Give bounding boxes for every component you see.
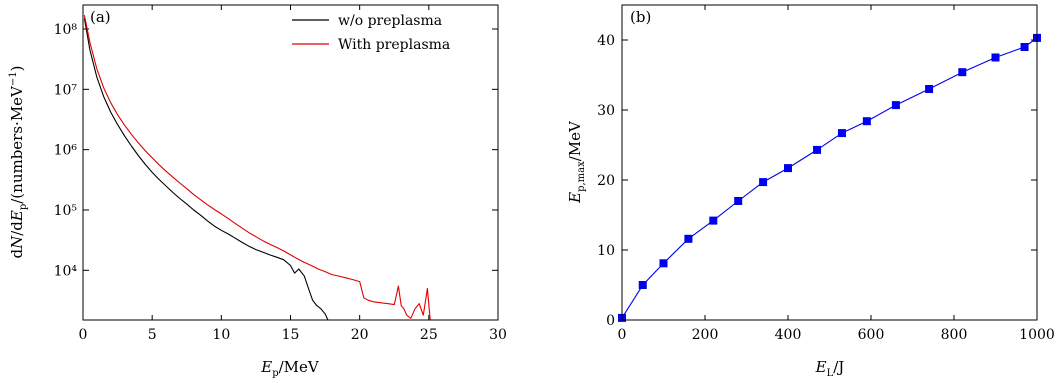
panel-a-y-tick-label: 10⁸ — [54, 22, 78, 38]
panel-a-x-axis-title: Ep/MeV — [260, 358, 320, 379]
panel-a-legend: w/o preplasma With preplasma — [292, 13, 450, 53]
panel-a-x-tick-label: 0 — [79, 327, 88, 343]
panel-b-point — [925, 85, 934, 93]
panel-b-point — [709, 216, 718, 225]
panel-b-point — [784, 164, 792, 173]
panel-b-point — [958, 68, 967, 77]
panel-b-point — [891, 101, 900, 110]
panel-b-max-energy-chart: 0 200 400 600 800 1000 0 10 20 30 40 (b) EL/J Ep,m… — [566, 4, 1055, 379]
panel-a-label: (a) — [90, 8, 111, 26]
panel-b-point — [991, 53, 1000, 62]
panel-b-x-tick-label: 800 — [941, 327, 968, 343]
panel-a-x-tick-label: 30 — [489, 327, 507, 343]
panel-b-x-tick-label: 600 — [858, 327, 885, 343]
panel-b-series — [622, 37, 1037, 319]
panel-a-y-axis-title: dN/dEp/(numbers·MeV−1) — [8, 66, 29, 259]
panel-b-point — [837, 129, 846, 138]
panel-a-series-line-1 — [83, 14, 431, 320]
panel-b-x-axis-title: EL/J — [815, 358, 845, 379]
legend-label-with-preplasma: With preplasma — [338, 37, 450, 53]
panel-b-y-axis-title: Ep,max/MeV — [566, 120, 587, 204]
panel-b-point — [684, 234, 693, 243]
panel-a-x-tick-label: 10 — [212, 327, 230, 343]
panel-b-y-tick-label: 20 — [597, 173, 615, 189]
panel-b-point — [638, 281, 647, 289]
panel-a-y-tick-label: 10⁴ — [54, 263, 78, 279]
panel-a-ticks: 0 5 10 15 20 25 30 10⁴ 10⁵ 10⁶ 10⁷ 10⁸ — [54, 5, 507, 343]
panel-a-y-tick-label: 10⁷ — [54, 82, 78, 98]
panel-b-point — [759, 178, 768, 187]
panel-b-x-tick-label: 400 — [775, 327, 802, 343]
panel-b-y-tick-label: 0 — [606, 313, 615, 329]
panel-a-x-tick-label: 5 — [148, 327, 157, 343]
panel-a-frame — [82, 4, 499, 321]
panel-b-y-tick-label: 40 — [597, 33, 615, 49]
panel-b-point — [734, 197, 743, 205]
panel-a-x-tick-label: 20 — [351, 327, 369, 343]
panel-b-label: (b) — [630, 8, 651, 26]
panel-b-point — [813, 145, 822, 154]
panel-b-point — [659, 259, 668, 268]
panel-b-x-tick-label: 1000 — [1019, 327, 1055, 343]
panel-b-x-tick-label: 200 — [692, 327, 719, 343]
panel-b-frame — [621, 4, 1038, 321]
panel-a-y-tick-label: 10⁶ — [54, 143, 78, 159]
legend-label-wo-preplasma: w/o preplasma — [338, 13, 442, 29]
panel-a-x-tick-label: 15 — [282, 327, 300, 343]
panel-a-spectrum-chart: 0 5 10 15 20 25 30 10⁴ 10⁵ 10⁶ 10⁷ 10⁸ (a) w/o prep… — [8, 4, 507, 379]
panel-b-point — [862, 117, 871, 126]
panel-b-markers — [618, 33, 1041, 322]
panel-b-point — [1020, 43, 1029, 51]
panel-b-y-tick-label: 10 — [597, 243, 615, 259]
panel-b-ticks: 0 200 400 600 800 1000 0 10 20 30 40 — [597, 5, 1055, 343]
panel-a-series — [83, 14, 431, 320]
panel-b-x-tick-label: 0 — [618, 327, 627, 343]
panel-a-y-tick-label: 10⁵ — [54, 203, 78, 219]
panel-a-x-tick-label: 25 — [420, 327, 438, 343]
panel-b-series-line — [622, 37, 1037, 319]
panel-a-series-line-0 — [83, 18, 329, 320]
panel-b-y-tick-label: 30 — [597, 103, 615, 119]
